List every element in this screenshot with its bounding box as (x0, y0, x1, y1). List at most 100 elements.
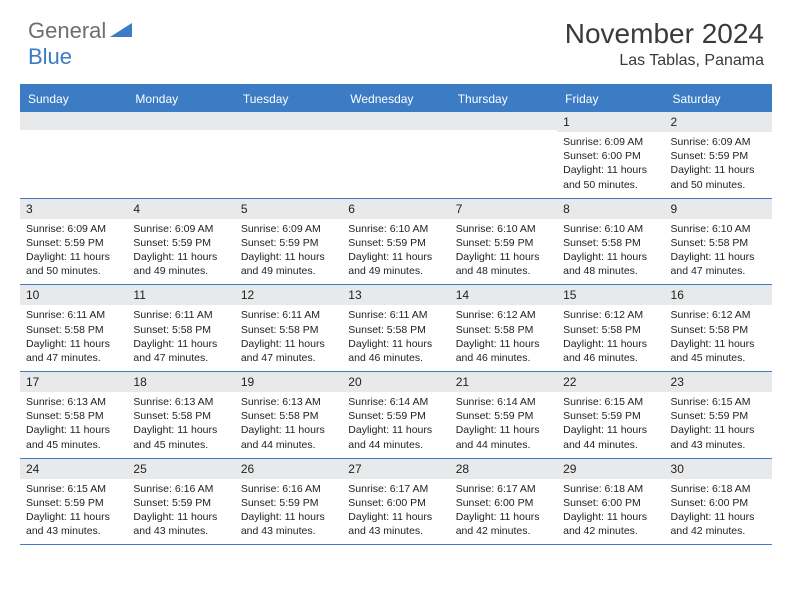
day-number: 8 (557, 199, 664, 219)
sunset-text: Sunset: 6:00 PM (348, 496, 443, 510)
day-number: 27 (342, 459, 449, 479)
sunset-text: Sunset: 5:59 PM (241, 496, 336, 510)
sunset-text: Sunset: 5:59 PM (26, 496, 121, 510)
day-number: 3 (20, 199, 127, 219)
day-info: Sunrise: 6:13 AMSunset: 5:58 PMDaylight:… (133, 395, 228, 452)
day-info: Sunrise: 6:10 AMSunset: 5:58 PMDaylight:… (563, 222, 658, 279)
day-number (450, 112, 557, 130)
sunrise-text: Sunrise: 6:14 AM (348, 395, 443, 409)
day-number (20, 112, 127, 130)
day-number: 26 (235, 459, 342, 479)
sunrise-text: Sunrise: 6:12 AM (563, 308, 658, 322)
day-info: Sunrise: 6:10 AMSunset: 5:58 PMDaylight:… (671, 222, 766, 279)
weekday-header: Tuesday (235, 86, 342, 112)
daylight-text: Daylight: 11 hours and 50 minutes. (26, 250, 121, 278)
sunrise-text: Sunrise: 6:11 AM (133, 308, 228, 322)
calendar-cell: 6Sunrise: 6:10 AMSunset: 5:59 PMDaylight… (342, 199, 449, 285)
sunrise-text: Sunrise: 6:10 AM (563, 222, 658, 236)
sunset-text: Sunset: 5:59 PM (26, 236, 121, 250)
sunrise-text: Sunrise: 6:17 AM (348, 482, 443, 496)
calendar-cell: 25Sunrise: 6:16 AMSunset: 5:59 PMDayligh… (127, 459, 234, 545)
sunrise-text: Sunrise: 6:17 AM (456, 482, 551, 496)
day-info: Sunrise: 6:17 AMSunset: 6:00 PMDaylight:… (348, 482, 443, 539)
day-number: 13 (342, 285, 449, 305)
sunset-text: Sunset: 6:00 PM (563, 149, 658, 163)
day-number: 6 (342, 199, 449, 219)
day-info: Sunrise: 6:11 AMSunset: 5:58 PMDaylight:… (348, 308, 443, 365)
week-row: 24 Sunrise: 6:15 AMSunset: 5:59 PMDayligh… (20, 459, 772, 546)
sunrise-text: Sunrise: 6:12 AM (456, 308, 551, 322)
day-info: Sunrise: 6:09 AMSunset: 5:59 PMDaylight:… (241, 222, 336, 279)
daylight-text: Daylight: 11 hours and 43 minutes. (241, 510, 336, 538)
day-number: 24 (20, 459, 127, 479)
sunrise-text: Sunrise: 6:16 AM (241, 482, 336, 496)
daylight-text: Daylight: 11 hours and 47 minutes. (133, 337, 228, 365)
calendar-cell: 12Sunrise: 6:11 AMSunset: 5:58 PMDayligh… (235, 285, 342, 371)
calendar-cell: 30Sunrise: 6:18 AMSunset: 6:00 PMDayligh… (665, 459, 772, 545)
daylight-text: Daylight: 11 hours and 46 minutes. (456, 337, 551, 365)
day-number: 29 (557, 459, 664, 479)
calendar-cell: 5 Sunrise: 6:09 AMSunset: 5:59 PMDaylight… (235, 199, 342, 285)
brand-logo: General (28, 18, 132, 44)
calendar-cell: 7Sunrise: 6:10 AMSunset: 5:59 PMDaylight… (450, 199, 557, 285)
sunset-text: Sunset: 6:00 PM (563, 496, 658, 510)
day-number: 23 (665, 372, 772, 392)
sunrise-text: Sunrise: 6:11 AM (348, 308, 443, 322)
calendar-cell: 28Sunrise: 6:17 AMSunset: 6:00 PMDayligh… (450, 459, 557, 545)
daylight-text: Daylight: 11 hours and 49 minutes. (348, 250, 443, 278)
daylight-text: Daylight: 11 hours and 43 minutes. (671, 423, 766, 451)
daylight-text: Daylight: 11 hours and 44 minutes. (456, 423, 551, 451)
calendar-cell: 13 Sunrise: 6:11 AMSunset: 5:58 PMDayligh… (342, 285, 449, 371)
sunset-text: Sunset: 5:59 PM (563, 409, 658, 423)
daylight-text: Daylight: 11 hours and 42 minutes. (456, 510, 551, 538)
day-info: Sunrise: 6:09 AMSunset: 6:00 PMDaylight:… (563, 135, 658, 192)
sunrise-text: Sunrise: 6:15 AM (563, 395, 658, 409)
sunrise-text: Sunrise: 6:10 AM (456, 222, 551, 236)
sunrise-text: Sunrise: 6:09 AM (26, 222, 121, 236)
daylight-text: Daylight: 11 hours and 49 minutes. (133, 250, 228, 278)
calendar-cell: 23Sunrise: 6:15 AMSunset: 5:59 PMDayligh… (665, 372, 772, 458)
daylight-text: Daylight: 11 hours and 48 minutes. (563, 250, 658, 278)
day-number (235, 112, 342, 130)
day-info: Sunrise: 6:13 AMSunset: 5:58 PMDaylight:… (26, 395, 121, 452)
sunrise-text: Sunrise: 6:09 AM (133, 222, 228, 236)
day-number: 14 (450, 285, 557, 305)
calendar-cell: 16Sunrise: 6:12 AMSunset: 5:58 PMDayligh… (665, 285, 772, 371)
sunrise-text: Sunrise: 6:12 AM (671, 308, 766, 322)
calendar-cell: 1 Sunrise: 6:09 AMSunset: 6:00 PMDaylight… (557, 112, 664, 198)
day-number: 18 (127, 372, 234, 392)
calendar-cell: 8 Sunrise: 6:10 AMSunset: 5:58 PMDaylight… (557, 199, 664, 285)
day-info: Sunrise: 6:11 AMSunset: 5:58 PMDaylight:… (241, 308, 336, 365)
calendar-cell: 29 Sunrise: 6:18 AMSunset: 6:00 PMDayligh… (557, 459, 664, 545)
daylight-text: Daylight: 11 hours and 42 minutes. (563, 510, 658, 538)
day-number: 7 (450, 199, 557, 219)
day-number (127, 112, 234, 130)
day-number: 15 (557, 285, 664, 305)
daylight-text: Daylight: 11 hours and 49 minutes. (241, 250, 336, 278)
daylight-text: Daylight: 11 hours and 46 minutes. (563, 337, 658, 365)
weekday-header: Wednesday (342, 86, 449, 112)
day-info: Sunrise: 6:16 AMSunset: 5:59 PMDaylight:… (133, 482, 228, 539)
day-number: 9 (665, 199, 772, 219)
day-number: 5 (235, 199, 342, 219)
calendar-cell: 15Sunrise: 6:12 AMSunset: 5:58 PMDayligh… (557, 285, 664, 371)
brand-triangle-icon (110, 21, 132, 42)
day-number: 1 (557, 112, 664, 132)
calendar-cell: 26 Sunrise: 6:16 AMSunset: 5:59 PMDayligh… (235, 459, 342, 545)
day-info: Sunrise: 6:16 AMSunset: 5:59 PMDaylight:… (241, 482, 336, 539)
sunset-text: Sunset: 5:59 PM (241, 236, 336, 250)
day-info: Sunrise: 6:17 AMSunset: 6:00 PMDaylight:… (456, 482, 551, 539)
sunset-text: Sunset: 5:58 PM (241, 323, 336, 337)
brand-text-1: General (28, 18, 106, 44)
daylight-text: Daylight: 11 hours and 45 minutes. (671, 337, 766, 365)
calendar-cell (235, 112, 342, 198)
day-info: Sunrise: 6:18 AMSunset: 6:00 PMDaylight:… (563, 482, 658, 539)
sunset-text: Sunset: 5:59 PM (456, 236, 551, 250)
day-info: Sunrise: 6:15 AMSunset: 5:59 PMDaylight:… (26, 482, 121, 539)
weeks-container: 1Sunrise: 6:09 AMSunset: 6:00 PMDaylight… (20, 112, 772, 545)
calendar-cell: 22Sunrise: 6:15 AMSunset: 5:59 PMDayligh… (557, 372, 664, 458)
calendar-cell: 3 Sunrise: 6:09 AMSunset: 5:59 PMDaylight… (20, 199, 127, 285)
calendar-cell (342, 112, 449, 198)
calendar-cell: 9 Sunrise: 6:10 AMSunset: 5:58 PMDaylight… (665, 199, 772, 285)
day-number: 10 (20, 285, 127, 305)
